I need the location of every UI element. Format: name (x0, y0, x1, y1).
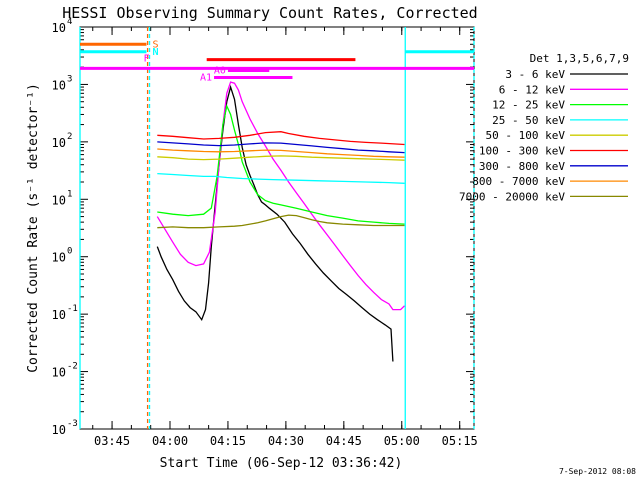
y-axis-label: Corrected Count Rate (s⁻¹ detector⁻¹) (26, 83, 41, 373)
flag-label: A1 (200, 73, 212, 84)
y-tick-exponent: 1 (67, 189, 72, 199)
y-tick-exponent: 3 (67, 74, 72, 84)
series-line (157, 214, 405, 229)
legend-entry-label: 100 - 300 keV (479, 145, 565, 158)
x-tick-label: 05:00 (384, 434, 420, 448)
y-tick-label: 10 (52, 193, 66, 207)
x-tick-label: 04:30 (268, 434, 304, 448)
legend-entry-label: 300 - 800 keV (479, 160, 565, 173)
y-tick-label: 10 (52, 251, 66, 265)
legend-entry-label: 6 - 12 keV (499, 83, 566, 96)
flag-label: S (152, 39, 158, 50)
y-tick-exponent: -2 (67, 362, 78, 372)
series-line (157, 131, 405, 146)
x-axis-label: Start Time (06-Sep-12 03:36:42) (160, 456, 403, 471)
legend-entry-label: 3 - 6 keV (505, 68, 565, 81)
y-tick-exponent: 2 (67, 132, 72, 142)
legend-title: Det 1,3,5,6,7,9 (530, 52, 629, 65)
y-tick-label: 10 (52, 366, 66, 380)
x-tick-label: 04:45 (326, 434, 362, 448)
y-tick-label: 10 (52, 308, 66, 322)
y-tick-exponent: 4 (67, 17, 72, 27)
series-line (157, 141, 405, 154)
y-tick-label: 10 (52, 136, 66, 150)
y-tick-exponent: -1 (67, 304, 78, 314)
series-line (157, 148, 405, 158)
x-tick-label: 04:00 (152, 434, 188, 448)
y-tick-label: 10 (52, 21, 66, 35)
legend-entry-label: 800 - 7000 keV (472, 175, 565, 188)
series-line (157, 172, 405, 184)
y-tick-exponent: -3 (67, 419, 78, 429)
series-line (156, 81, 405, 311)
legend-entry-label: 50 - 100 keV (486, 129, 566, 142)
flag-label: F (143, 53, 149, 64)
chart-title: HESSI Observing Summary Count Rates, Cor… (62, 4, 477, 22)
flag-label: A0 (214, 65, 226, 76)
y-tick-label: 10 (52, 78, 66, 92)
series-line (157, 155, 405, 161)
flag-label: N (152, 47, 158, 58)
plot-frame (79, 26, 475, 430)
y-tick-exponent: 0 (67, 247, 72, 257)
legend-entry-label: 7000 - 20000 keV (459, 190, 565, 203)
series-line (156, 84, 394, 362)
footer-date: 7-Sep-2012 08:08 (559, 467, 636, 476)
series-line (157, 104, 405, 225)
y-tick-label: 10 (52, 423, 66, 437)
flag-label: N (152, 47, 158, 58)
x-tick-label: 03:45 (94, 434, 130, 448)
x-tick-label: 05:15 (442, 434, 478, 448)
legend-entry-label: 12 - 25 keV (492, 99, 565, 112)
x-tick-label: 04:15 (210, 434, 246, 448)
legend-entry-label: 25 - 50 keV (492, 114, 565, 127)
